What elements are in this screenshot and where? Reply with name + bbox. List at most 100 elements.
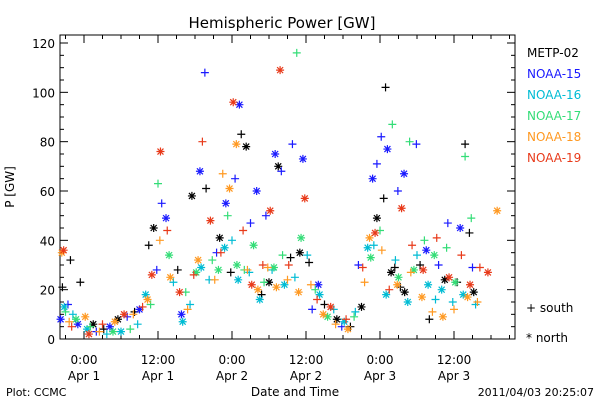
south-point [67,322,76,331]
north-point [156,147,165,156]
north-point [483,268,492,277]
north-point [252,187,261,195]
north-point [81,312,90,321]
south-point [95,327,104,336]
x-tick-time-label: 0:00 [71,353,98,367]
north-point [469,288,478,297]
north-point [394,273,403,282]
south-point [457,251,466,260]
north-point [440,275,449,284]
north-point [363,243,372,252]
north-point [235,100,244,109]
north-point [162,214,171,223]
south-point [448,298,457,306]
series-noaa-16 [60,236,480,339]
north-point [135,305,144,314]
north-point [242,142,251,151]
south-point [152,265,161,274]
x-tick-date-label: Apr 2 [290,369,322,383]
south-point [186,300,195,309]
south-point [278,251,287,260]
south-point [385,285,394,294]
north-point [194,256,203,265]
south-point [246,219,255,228]
north-point [178,317,187,326]
series-noaa-17 [61,48,476,336]
south-point [406,268,415,277]
north-point [319,310,328,319]
north-point [403,298,412,306]
north-point [175,288,184,297]
south-point [308,305,317,314]
south-point [286,253,295,262]
x-tick-date-label: Apr 3 [438,369,470,383]
footer-timestamp: 2011/04/03 20:25:07 [478,386,594,399]
south-point [155,236,164,245]
north-point [451,278,460,287]
south-point [461,140,470,149]
north-point [249,241,258,250]
north-point [383,145,392,154]
legend-item: METP-02 [527,46,579,60]
legend: METP-02 NOAA-15 NOAA-16 NOAA-17 NOAA-18 NOAA-… [526,46,581,345]
y-tick-label: 40 [40,234,55,248]
south-point [342,315,351,324]
north-point [89,320,98,329]
north-point [343,325,352,334]
south-point [320,300,329,309]
north-point [234,275,243,284]
north-point [297,233,306,242]
south-point [303,251,312,260]
series-noaa-19 [59,66,492,339]
north-point [105,322,114,331]
south-point [198,137,207,146]
north-point [326,302,335,311]
south-point [412,140,421,149]
south-point [58,283,67,292]
north-point [83,325,92,334]
north-point [192,268,201,277]
south-point [360,278,369,287]
footer-plot-credit: Plot: CCMC [6,386,67,399]
south-point [208,256,217,265]
south-point [450,305,458,314]
south-point [239,226,248,235]
south-point [428,307,437,316]
south-point [372,159,381,168]
north-point [430,251,439,260]
north-point [315,290,324,299]
south-point [218,169,227,178]
south-point [331,320,340,329]
legend-item: NOAA-18 [527,130,581,144]
north-point [272,283,281,292]
south-point [377,132,386,141]
south-point [288,140,297,149]
north-point [357,302,366,311]
chart-title: Hemispheric Power [GW] [189,14,376,32]
x-axis-label: Date and Time [251,385,339,399]
data-points [56,48,502,339]
south-point [210,275,219,284]
south-point [369,241,378,250]
y-tick-label: 0 [47,333,55,347]
legend-item: NOAA-15 [527,67,581,81]
south-point [189,270,198,279]
x-tick-date-label: Apr 2 [216,369,248,383]
y-tick-label: 20 [40,284,55,298]
legend-item: NOAA-17 [527,109,581,123]
north-point [232,140,241,149]
south-point [163,226,172,235]
north-point [255,295,264,304]
north-point [232,261,241,269]
south-point [388,120,397,129]
south-point [465,228,474,237]
north-point [197,263,206,272]
north-point [409,265,418,274]
north-point [314,280,323,289]
north-point [437,285,446,294]
y-tick-label: 80 [40,136,55,150]
south-point [467,214,476,223]
north-point [368,174,377,183]
north-point [120,310,129,319]
y-tick-label: 120 [32,37,55,51]
